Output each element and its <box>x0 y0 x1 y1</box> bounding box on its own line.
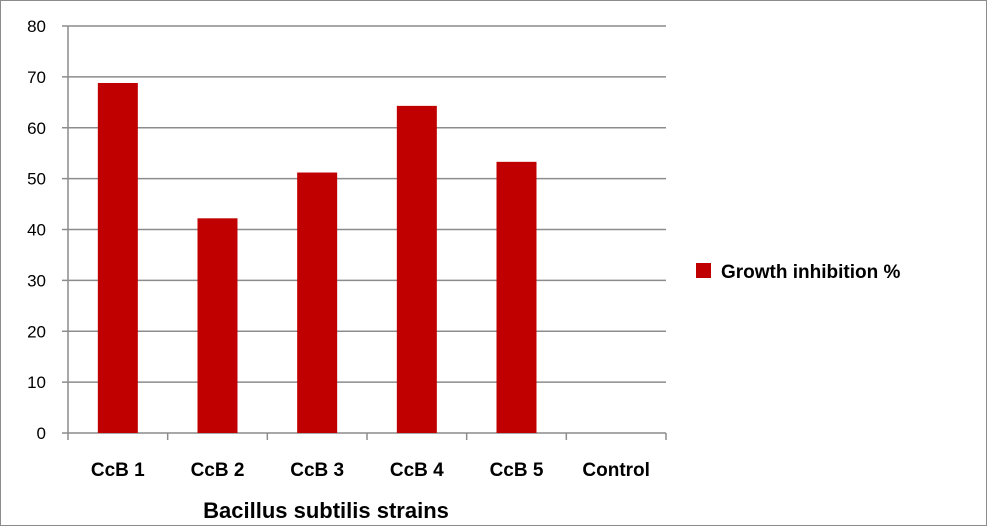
y-tick-label: 50 <box>27 170 46 189</box>
bar-ccb-2 <box>197 218 238 433</box>
bar-ccb-5 <box>496 161 537 433</box>
y-tick-label: 40 <box>27 221 46 240</box>
x-category-label: CcB 1 <box>91 460 145 481</box>
y-tick-label: 30 <box>27 271 46 290</box>
legend-swatch <box>696 263 711 278</box>
x-category-label: Control <box>582 460 650 481</box>
x-category-label: CcB 5 <box>490 460 544 481</box>
bar-ccb-1 <box>97 82 138 433</box>
y-tick-label: 60 <box>27 119 46 138</box>
bar-ccb-4 <box>396 105 437 433</box>
x-category-label: CcB 4 <box>390 460 444 481</box>
bar-ccb-3 <box>297 172 338 433</box>
bars <box>97 82 537 433</box>
y-tick-label: 70 <box>27 68 46 87</box>
y-tick-label: 10 <box>27 373 46 392</box>
gridlines <box>62 25 666 434</box>
y-tick-labels: 0 10 20 30 40 50 60 70 80 <box>27 17 46 443</box>
legend-label: Growth inhibition % <box>721 262 901 283</box>
legend: Growth inhibition % <box>696 262 901 283</box>
x-category-label: CcB 2 <box>191 460 245 481</box>
category-labels: CcB 1 CcB 2 CcB 3 CcB 4 CcB 5 Control <box>91 460 650 481</box>
y-tick-label: 0 <box>37 424 46 443</box>
x-axis-title: Bacillus subtilis strains <box>203 498 449 523</box>
x-category-label: CcB 3 <box>290 460 344 481</box>
y-tick-label: 80 <box>27 17 46 36</box>
y-tick-label: 20 <box>27 322 46 341</box>
axes <box>67 26 667 440</box>
